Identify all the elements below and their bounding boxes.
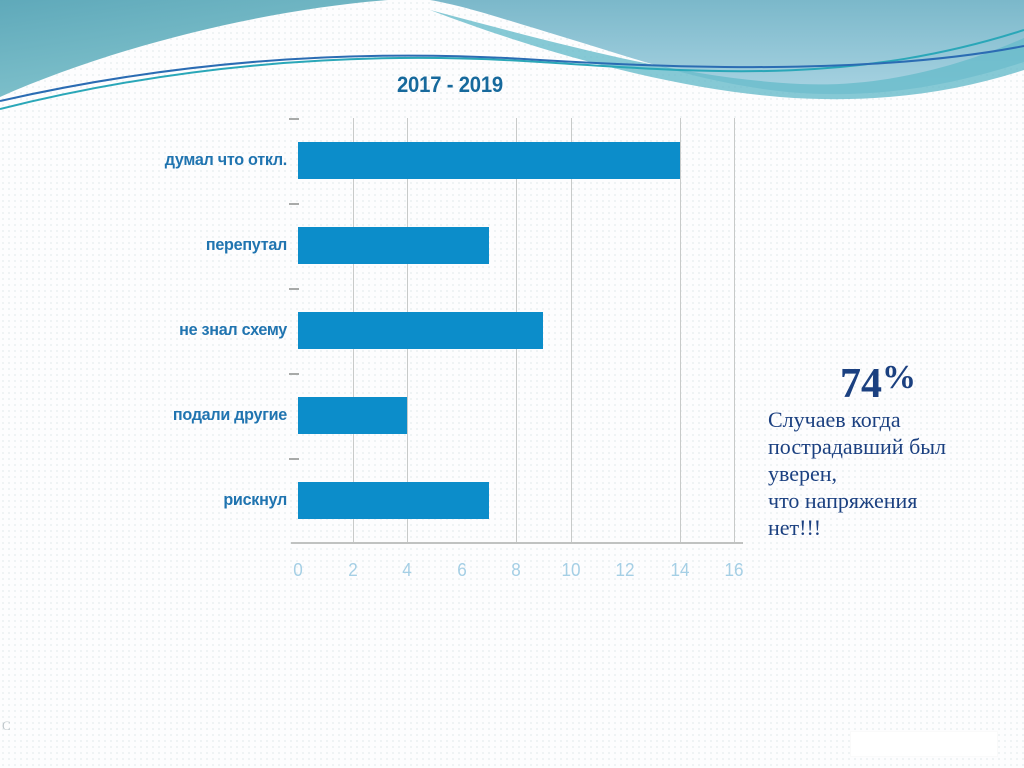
x-tick-label-10: 10 <box>560 560 581 580</box>
header-wave-decoration <box>0 0 1024 110</box>
y-axis-tick <box>289 458 299 460</box>
y-axis-tick <box>289 118 299 120</box>
annotation-text: Случаев когда пострадавший был уверен, что … <box>768 406 1014 541</box>
x-tick-label-2: 2 <box>347 560 358 580</box>
bar-5 <box>298 482 489 519</box>
wave-right-sky <box>430 0 1024 95</box>
bar-2 <box>298 227 489 264</box>
x-tick-label-0: 0 <box>293 560 303 580</box>
category-label-2: перепутал <box>205 234 287 254</box>
percent-value: 74 <box>840 361 882 407</box>
y-axis-tick <box>289 373 299 375</box>
percent-headline: 74% <box>768 356 988 406</box>
gridline-x-14 <box>679 118 681 543</box>
bottom-right-placeholder <box>850 731 998 757</box>
corner-mark: C <box>2 718 11 733</box>
wave-line-blue <box>0 45 1024 102</box>
y-axis-tick <box>289 288 299 290</box>
y-axis-tick <box>289 203 299 205</box>
annotation-line-4: что напряжения <box>768 488 918 513</box>
bar-1 <box>298 142 680 179</box>
annotation-line-2: пострадавший был <box>768 434 947 459</box>
annotation-line-1: Случаев когда <box>768 407 901 432</box>
annotation-line-3: уверен, <box>768 461 838 486</box>
wave-left-teal-block <box>0 0 388 97</box>
x-tick-label-4: 4 <box>402 560 412 580</box>
annotation-block: 74% Случаев когда пострадавший был уверен,… <box>768 356 1014 541</box>
bar-4 <box>298 397 407 434</box>
percent-sign: % <box>882 359 916 396</box>
x-tick-label-16: 16 <box>724 560 744 580</box>
x-tick-label-8: 8 <box>511 560 521 580</box>
gridline-x-10 <box>570 118 572 543</box>
category-label-3: не знал схему <box>179 319 287 339</box>
bar-3 <box>298 312 544 349</box>
x-axis-line <box>291 542 743 544</box>
category-label-1: думал что откл. <box>164 149 288 169</box>
x-tick-label-12: 12 <box>615 560 635 580</box>
wave-right-teal-band <box>430 10 1024 100</box>
gridline-x-16 <box>734 118 735 543</box>
category-label-5: рискнул <box>223 489 287 509</box>
x-tick-label-14: 14 <box>669 560 690 580</box>
chart-title: 2017 - 2019 <box>396 72 504 97</box>
category-label-4: подали другие <box>172 404 287 424</box>
annotation-line-5: нет!!! <box>768 515 822 540</box>
x-tick-label-6: 6 <box>456 560 467 580</box>
